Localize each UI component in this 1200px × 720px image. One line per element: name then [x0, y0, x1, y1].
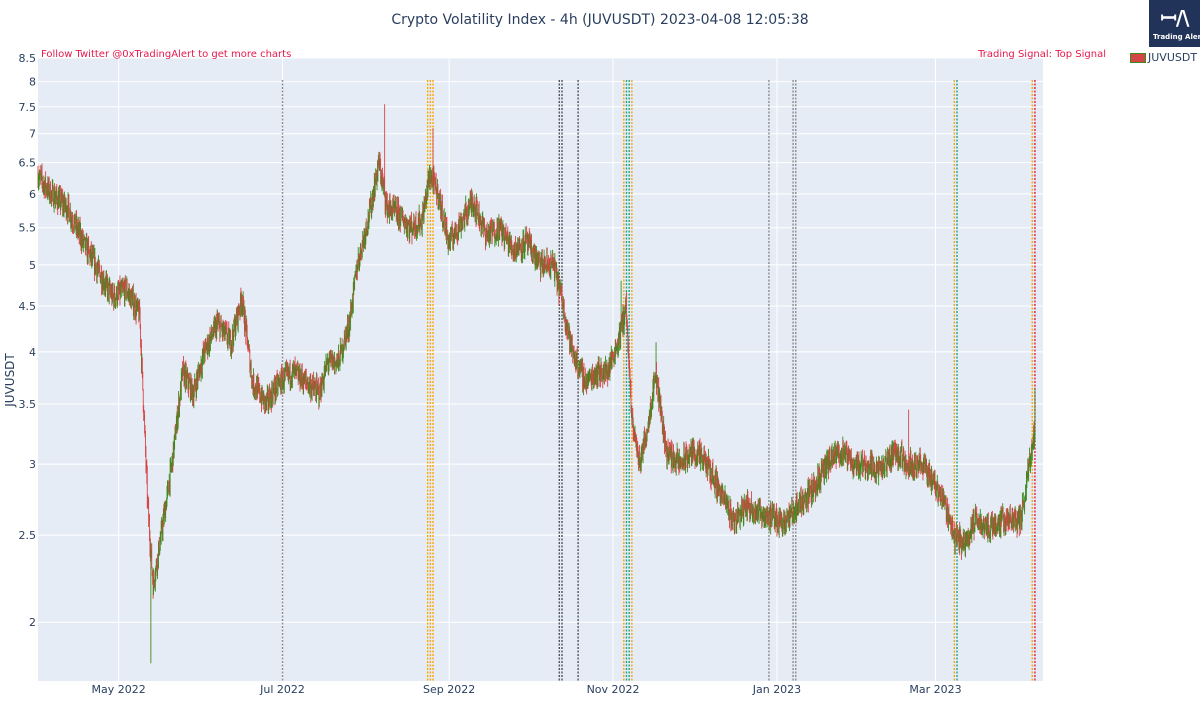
y-tick-label: 7 [29, 128, 36, 141]
gridlines [38, 57, 1043, 681]
x-tick-label: Jul 2022 [259, 683, 305, 696]
y-tick-label: 5.5 [19, 222, 37, 235]
logo-text: Trading Alert [1153, 33, 1200, 41]
candles [37, 104, 1036, 664]
y-tick-label: 5 [29, 259, 36, 272]
y-tick-label: 4 [29, 346, 36, 359]
y-tick-label: 3.5 [19, 398, 37, 411]
twitter-annotation: Follow Twitter @0xTradingAlert to get mo… [41, 49, 292, 60]
x-tick-labels: May 2022 Jul 2022 Sep 2022 Nov 2022 Jan 2023… [91, 683, 961, 696]
signal-lines [281, 80, 1036, 681]
y-tick-label: 8.5 [19, 52, 37, 65]
trading-alert-logo: ꟷ/\ Trading Alert [1149, 0, 1200, 47]
x-tick-label: Nov 2022 [587, 683, 640, 696]
legend-label: JUVUSDT [1148, 51, 1198, 64]
legend-swatch [1130, 53, 1146, 63]
y-tick-label: 6 [29, 188, 36, 201]
y-tick-label: 7.5 [19, 101, 37, 114]
chart-title: Crypto Volatility Index - 4h (JUVUSDT) 2… [391, 12, 808, 28]
y-tick-labels: 2 2.5 3 3.5 4 4.5 5 5.5 6 6.5 7 7.5 8 8.5 [19, 52, 37, 629]
y-tick-label: 3 [29, 458, 36, 471]
x-tick-label: Jan 2023 [752, 683, 801, 696]
y-tick-label: 8 [29, 76, 36, 89]
y-tick-label: 2.5 [19, 529, 37, 542]
plot-background [38, 58, 1043, 681]
x-tick-label: Mar 2023 [909, 683, 961, 696]
x-tick-label: May 2022 [91, 683, 145, 696]
legend[interactable]: JUVUSDT [1130, 51, 1197, 64]
signal-annotation: Trading Signal: Top Signal [978, 49, 1106, 60]
logo-mark-icon: ꟷ/\ [1160, 6, 1190, 30]
y-tick-label: 4.5 [19, 300, 37, 313]
x-tick-label: Sep 2022 [423, 683, 475, 696]
y-tick-label: 2 [29, 616, 36, 629]
y-axis-label: JUVUSDT [3, 353, 17, 408]
y-tick-label: 6.5 [19, 157, 37, 170]
